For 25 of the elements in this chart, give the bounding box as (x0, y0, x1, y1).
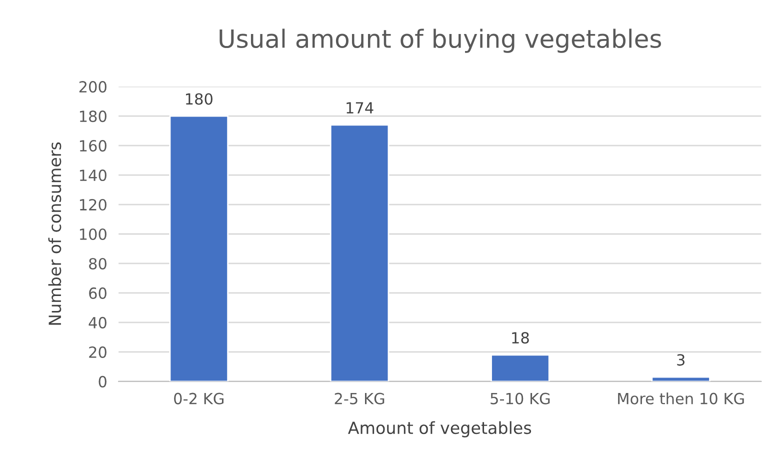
y-tick-label: 80 (89, 258, 106, 270)
x-tick-label: 0-2 KG (174, 392, 224, 404)
y-tick-label: 20 (89, 346, 106, 358)
y-tick-label: 60 (89, 287, 106, 299)
data-label: 180 (186, 93, 212, 105)
x-tick-label: More then 10 KG (618, 392, 744, 404)
x-tick-label: 5-10 KG (490, 392, 550, 404)
data-label: 3 (677, 354, 684, 366)
y-tick-label: 120 (80, 198, 106, 211)
y-tick-label: 160 (80, 140, 106, 152)
y-tick-label: 140 (80, 169, 106, 182)
y-tick-label: 200 (79, 81, 106, 93)
y-tick-label: 180 (80, 110, 106, 122)
data-label: 18 (512, 332, 529, 344)
bar (330, 124, 390, 382)
y-tick-label: 0 (98, 376, 106, 388)
data-label: 174 (346, 102, 374, 114)
x-tick-label: 2-5 KG (334, 392, 384, 404)
bar (490, 354, 550, 382)
y-tick-label: 100 (80, 228, 106, 240)
bar (169, 115, 229, 382)
y-axis-title: Number of consumers (48, 142, 62, 325)
chart-title: Usual amount of buying vegetables (220, 28, 662, 53)
y-tick-label: 40 (88, 316, 106, 328)
x-axis-title: Amount of vegetables (348, 421, 532, 438)
